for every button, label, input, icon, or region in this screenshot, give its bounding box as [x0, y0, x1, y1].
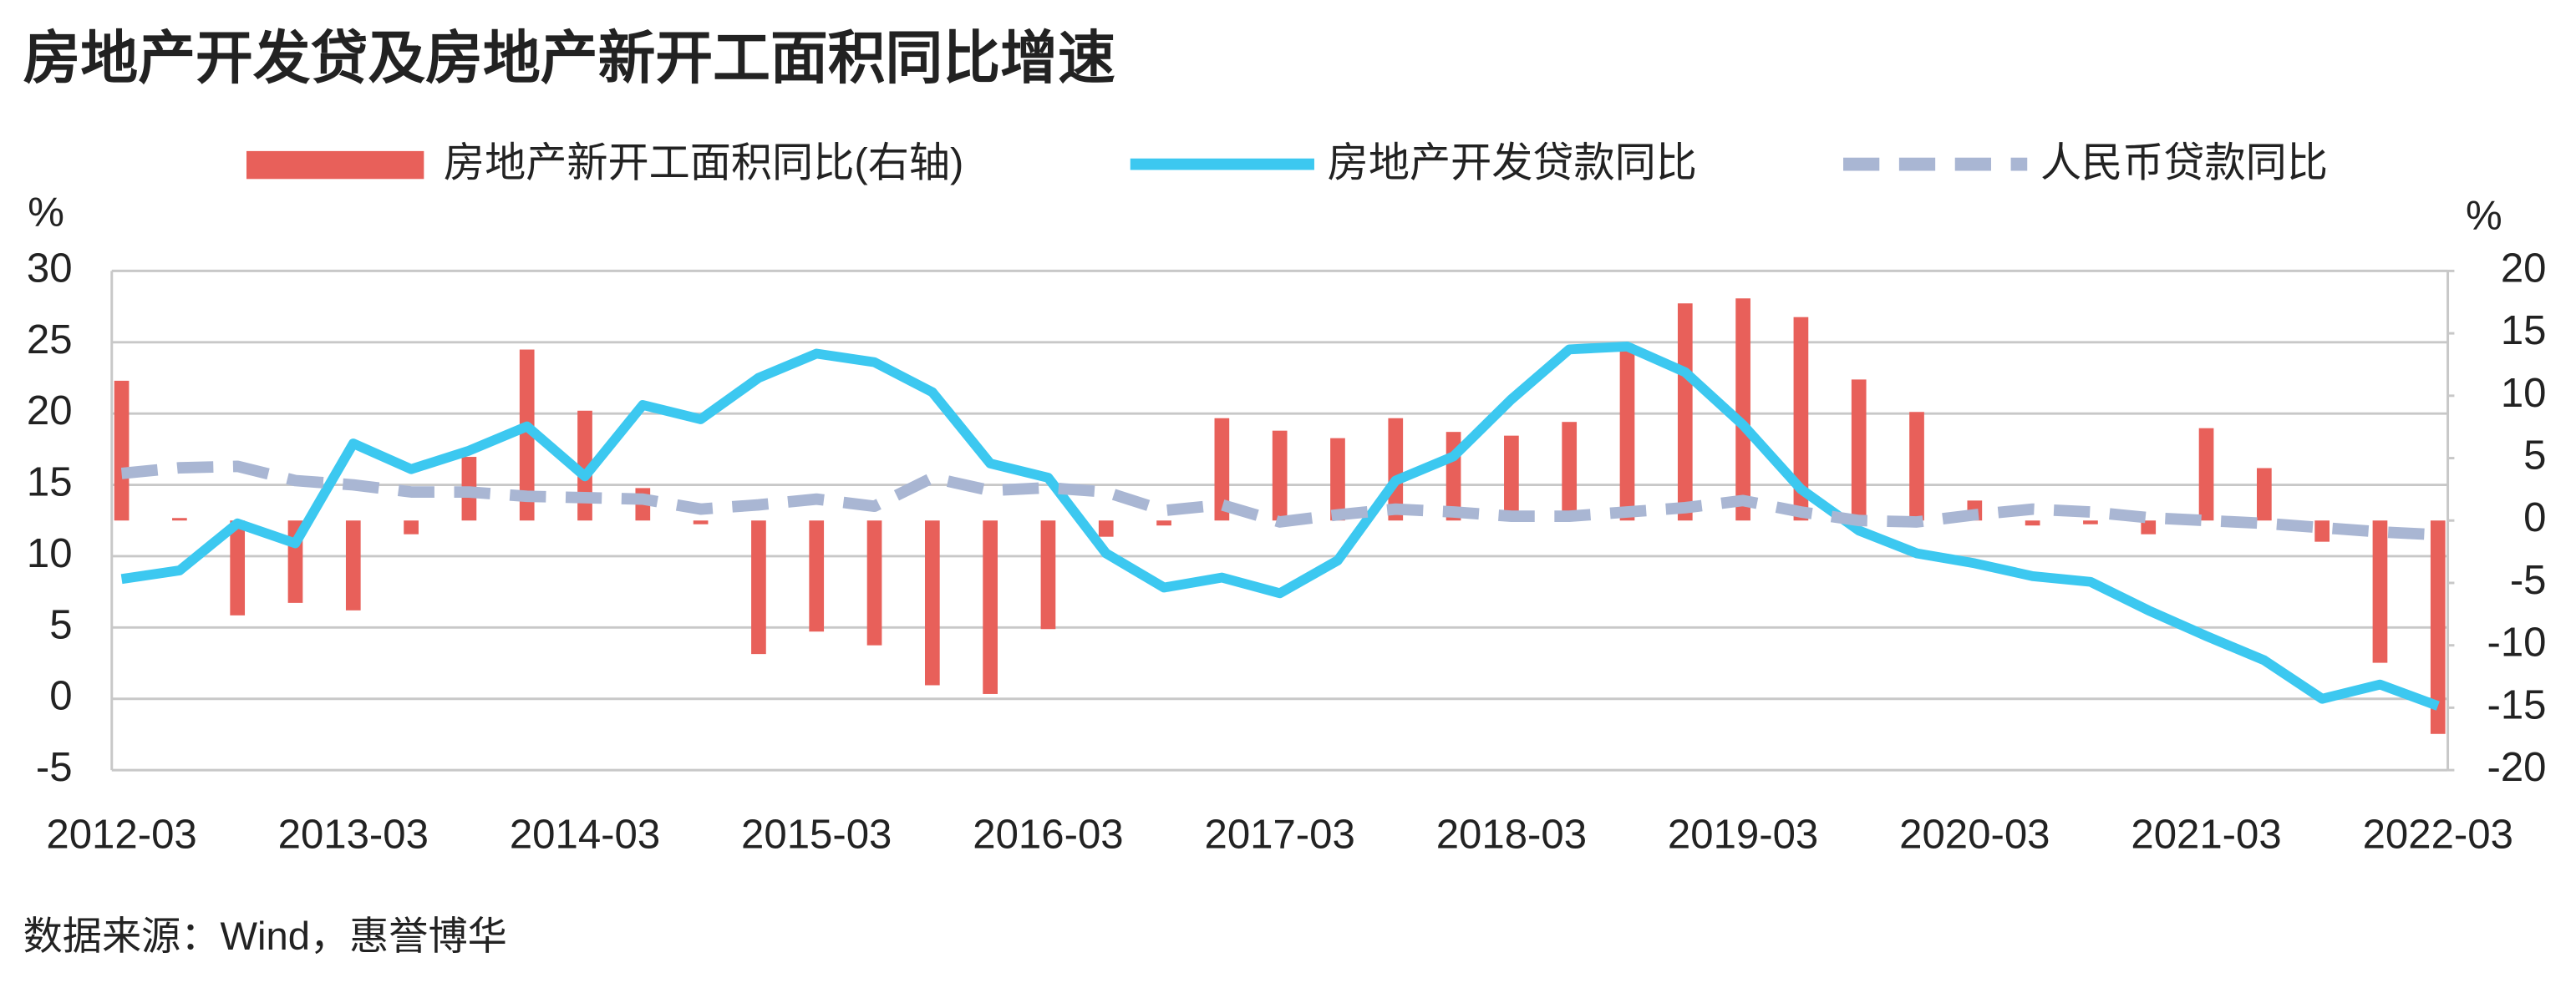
y-tick-label: 20	[27, 388, 73, 433]
y-tick-label: 10	[27, 531, 73, 576]
legend-label: 房地产新开工面积同比(右轴)	[444, 141, 963, 186]
bar	[693, 520, 709, 524]
x-tick-label: 2020-03	[1899, 813, 2050, 858]
bar	[1677, 303, 1693, 521]
bar	[2314, 520, 2330, 542]
x-tick-label: 2013-03	[278, 813, 429, 858]
bar	[1214, 418, 1230, 521]
bar	[2083, 520, 2098, 524]
y2-tick-label: 20	[2501, 246, 2547, 291]
bar	[1619, 344, 1635, 521]
bar	[1156, 520, 1171, 526]
bar	[1040, 520, 1056, 630]
line-series	[120, 342, 2440, 711]
bar	[1793, 317, 1809, 521]
x-tick-label: 2017-03	[1204, 813, 1354, 858]
y-tick-label: -5	[36, 745, 73, 790]
x-tick-label: 2015-03	[741, 813, 892, 858]
y-tick-label: 0	[49, 674, 72, 719]
bar	[983, 520, 998, 694]
y-axis-label: %	[28, 190, 64, 236]
bar	[2430, 520, 2446, 734]
bar	[519, 349, 535, 521]
bar	[1504, 435, 1519, 521]
bar	[751, 520, 766, 655]
legend-label: 房地产开发贷款同比	[1328, 141, 1697, 186]
bar	[1909, 412, 1924, 521]
legend-swatch	[246, 150, 424, 180]
bar	[345, 520, 361, 611]
bar	[1272, 430, 1288, 521]
y2-tick-label: -15	[2487, 682, 2546, 727]
x-tick-label: 2012-03	[46, 813, 196, 858]
bar	[2372, 520, 2388, 663]
y-tick-label: 30	[27, 246, 73, 291]
y-tick-label: 15	[27, 460, 73, 505]
y2-tick-label: -20	[2487, 745, 2546, 790]
x-tick-label: 2018-03	[1436, 813, 1587, 858]
line-series	[120, 460, 2439, 541]
bar	[2198, 428, 2214, 521]
bar	[114, 380, 130, 521]
y2-axis-label: %	[2466, 193, 2502, 238]
bar	[172, 518, 187, 521]
y2-tick-label: -5	[2510, 558, 2547, 603]
bar	[1562, 422, 1578, 521]
bar	[1330, 438, 1345, 521]
y2-tick-label: 10	[2501, 371, 2547, 416]
y-tick-label: 25	[27, 317, 73, 362]
bar	[2141, 520, 2157, 535]
bar	[2025, 520, 2040, 526]
x-tick-label: 2014-03	[510, 813, 660, 858]
bar	[1851, 379, 1867, 521]
bar	[924, 520, 940, 686]
chart-title: 房地产开发贷及房地产新开工面积同比增速	[23, 26, 1115, 90]
y2-tick-label: 5	[2523, 433, 2546, 479]
x-tick-label: 2022-03	[2363, 813, 2513, 858]
x-tick-label: 2016-03	[973, 813, 1123, 858]
y2-tick-label: 15	[2501, 308, 2547, 353]
y-tick-label: 5	[49, 602, 72, 647]
bar	[1388, 418, 1404, 521]
bar	[809, 520, 825, 632]
bar	[404, 520, 419, 535]
bar	[2257, 468, 2272, 521]
legend-label: 人民币贷款同比	[2040, 141, 2328, 186]
bar	[1735, 298, 1750, 521]
source-note: 数据来源：Wind，惠誉博华	[23, 914, 507, 958]
x-tick-label: 2019-03	[1668, 813, 1818, 858]
y2-tick-label: 0	[2523, 495, 2546, 540]
y2-tick-label: -10	[2487, 621, 2546, 666]
bar	[866, 520, 882, 646]
bar	[230, 520, 246, 616]
x-tick-label: 2021-03	[2131, 813, 2281, 858]
bar	[1098, 520, 1114, 537]
